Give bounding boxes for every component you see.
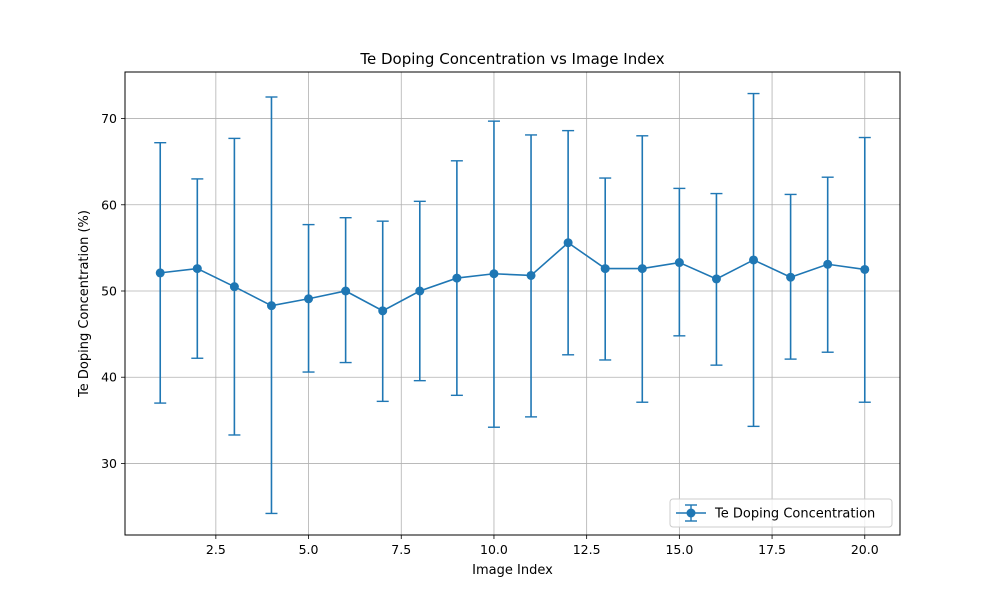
legend: Te Doping Concentration	[669, 498, 893, 528]
data-point	[304, 294, 314, 304]
x-axis-label: Image Index	[472, 563, 553, 578]
y-axis-label: Te Doping Concentration (%)	[77, 210, 92, 398]
data-point	[378, 306, 388, 316]
data-point	[563, 238, 573, 248]
legend-swatch	[676, 504, 706, 522]
axis-ticks: 2.5 5.0 7.5 10.0 12.5 15.0 17.5 20.0 30 40 50 60 70	[101, 111, 879, 557]
x-tick-label: 17.5	[758, 542, 786, 557]
data-point	[711, 274, 721, 284]
data-point	[489, 269, 499, 279]
y-tick-label: 50	[101, 283, 117, 298]
data-points	[155, 238, 870, 316]
x-tick-label: 2.5	[206, 542, 226, 557]
data-point	[192, 264, 202, 274]
x-tick-label: 20.0	[851, 542, 879, 557]
chart-title: Te Doping Concentration vs Image Index	[359, 50, 664, 68]
data-point	[526, 270, 536, 280]
plot-area-frame	[124, 71, 901, 536]
data-point	[749, 255, 759, 265]
data-point	[452, 273, 462, 283]
legend-box	[669, 498, 893, 528]
legend-series-label: Te Doping Concentration	[714, 507, 875, 522]
data-point	[415, 286, 425, 296]
legend-marker	[686, 508, 696, 518]
y-tick-label: 40	[101, 370, 117, 385]
data-point	[266, 301, 276, 311]
x-tick-label: 15.0	[665, 542, 693, 557]
data-point	[155, 268, 165, 278]
y-tick-label: 60	[101, 197, 117, 212]
data-point	[600, 264, 610, 274]
data-point	[786, 272, 796, 282]
x-tick-label: 7.5	[391, 542, 411, 557]
x-tick-label: 10.0	[480, 542, 508, 557]
data-point	[229, 282, 239, 292]
data-point	[823, 259, 833, 269]
y-tick-label: 70	[101, 111, 117, 126]
x-tick-label: 12.5	[573, 542, 601, 557]
x-tick-label: 5.0	[299, 542, 319, 557]
data-point	[341, 286, 351, 296]
series-polyline	[160, 241, 865, 312]
y-tick-label: 30	[101, 456, 117, 471]
data-point	[674, 258, 684, 268]
data-point	[637, 264, 647, 274]
data-point	[860, 264, 870, 274]
series-line	[160, 241, 865, 312]
